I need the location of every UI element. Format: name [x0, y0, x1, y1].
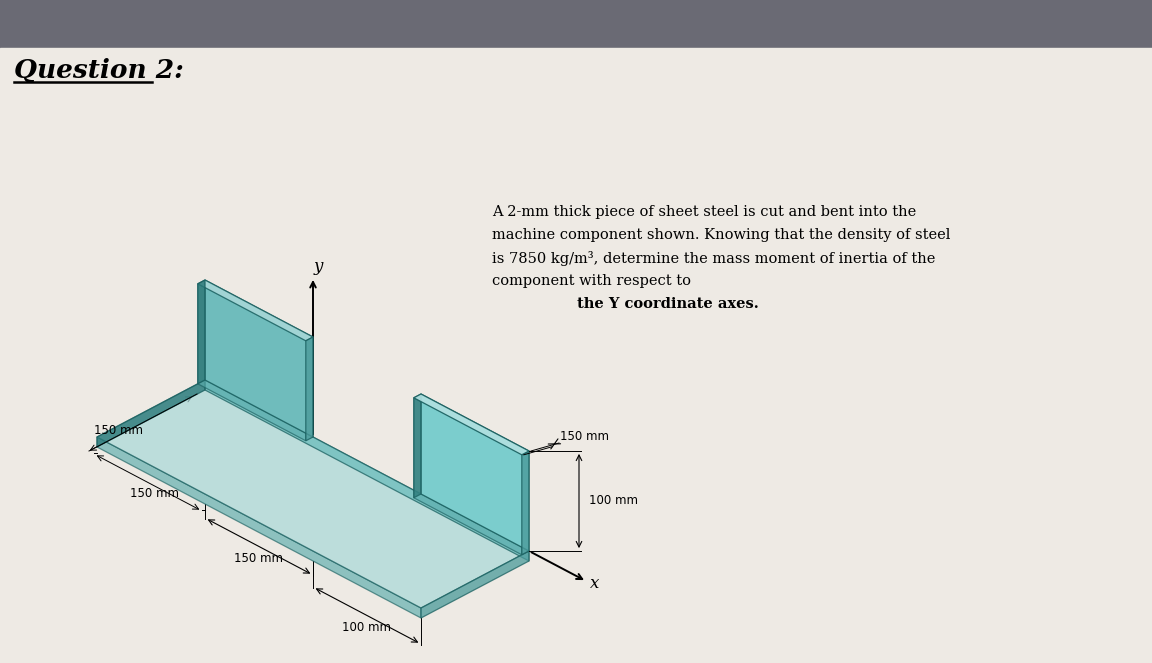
Text: component with respect to: component with respect to [492, 274, 691, 288]
Text: 100 mm: 100 mm [589, 495, 638, 507]
Polygon shape [198, 280, 313, 341]
Polygon shape [522, 451, 529, 555]
Bar [0, 0, 1152, 48]
Text: 100 mm: 100 mm [342, 621, 392, 634]
Text: machine component shown. Knowing that the density of steel: machine component shown. Knowing that th… [492, 228, 950, 242]
Text: the Y coordinate axes.: the Y coordinate axes. [577, 297, 759, 311]
Text: y: y [314, 258, 324, 275]
Polygon shape [205, 380, 529, 561]
Polygon shape [420, 394, 529, 551]
Polygon shape [420, 551, 529, 618]
Polygon shape [205, 280, 313, 437]
Polygon shape [414, 394, 529, 455]
Text: Question 2:: Question 2: [14, 58, 184, 83]
Polygon shape [305, 337, 313, 441]
Polygon shape [414, 394, 420, 498]
Polygon shape [97, 380, 205, 447]
Text: A 2-mm thick piece of sheet steel is cut and bent into the: A 2-mm thick piece of sheet steel is cut… [492, 205, 916, 219]
Text: is 7850 kg/m³, determine the mass moment of inertia of the: is 7850 kg/m³, determine the mass moment… [492, 251, 935, 266]
Polygon shape [198, 280, 205, 384]
Text: 150 mm: 150 mm [235, 552, 283, 565]
Text: 150 mm: 150 mm [130, 487, 180, 500]
Polygon shape [97, 380, 529, 608]
Polygon shape [97, 437, 420, 618]
Text: x: x [590, 575, 599, 592]
Polygon shape [414, 398, 522, 555]
Polygon shape [198, 284, 305, 441]
Text: 150 mm: 150 mm [94, 424, 144, 437]
Text: 150 mm: 150 mm [560, 430, 609, 444]
